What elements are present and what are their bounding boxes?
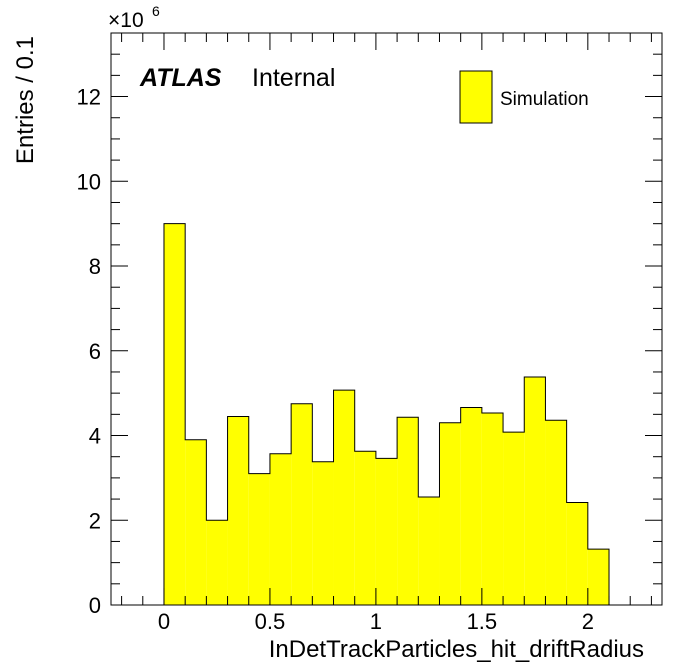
histogram-bin <box>587 549 610 605</box>
histogram-bin <box>524 377 546 605</box>
plot-frame <box>110 32 663 606</box>
histogram-bin <box>354 451 376 605</box>
histogram-bin <box>163 223 186 605</box>
atlas-label: ATLAS <box>139 64 222 92</box>
histogram-bin <box>375 458 398 605</box>
y-axis-multiplier-exponent: 6 <box>152 3 160 19</box>
histogram-bin <box>397 417 419 605</box>
legend-entry-simulation: Simulation <box>500 89 589 110</box>
histogram-bin <box>566 502 588 605</box>
x-tick-label: 2 <box>582 609 594 634</box>
x-axis-title: InDetTrackParticles_hit_driftRadius <box>269 636 644 663</box>
histogram-bin <box>503 432 525 605</box>
histogram-bin <box>291 403 313 605</box>
y-tick-label: 0 <box>89 593 101 618</box>
y-tick-label: 10 <box>77 169 101 194</box>
status-label: Internal <box>252 64 335 92</box>
legend: Simulation <box>459 70 589 124</box>
y-tick-label: 6 <box>89 339 101 364</box>
x-tick-label: 0.5 <box>255 609 286 634</box>
histogram-bin <box>439 422 461 605</box>
legend-swatch <box>459 70 493 124</box>
x-tick-labels: 0 0.5 1 1.5 2 <box>158 609 594 634</box>
histogram-bin <box>481 413 504 605</box>
histogram-bin <box>333 390 355 605</box>
histogram-bin <box>227 416 249 605</box>
histogram-bin <box>248 473 270 605</box>
x-tick-label: 1 <box>370 609 382 634</box>
x-tick-label: 0 <box>158 609 170 634</box>
y-tick-label: 8 <box>89 254 101 279</box>
y-tick-labels: 0 2 4 6 8 10 12 <box>77 85 101 618</box>
histogram-bin <box>185 439 207 605</box>
histogram-bin <box>418 496 440 605</box>
axis-ticks <box>111 32 662 606</box>
x-tick-label: 1.5 <box>467 609 498 634</box>
y-axis-multiplier: ×10 <box>108 9 144 32</box>
histogram-bin <box>269 453 292 605</box>
histogram-bin <box>206 520 228 605</box>
histogram-bin <box>460 407 482 605</box>
histogram-bins <box>163 223 610 605</box>
y-tick-label: 2 <box>89 508 101 533</box>
y-axis-title: Entries / 0.1 <box>12 36 39 164</box>
y-tick-label: 4 <box>89 424 101 449</box>
histogram-bin <box>312 461 334 605</box>
y-tick-label: 12 <box>77 85 101 110</box>
histogram-bin <box>545 420 567 605</box>
histogram-outline <box>163 223 610 605</box>
